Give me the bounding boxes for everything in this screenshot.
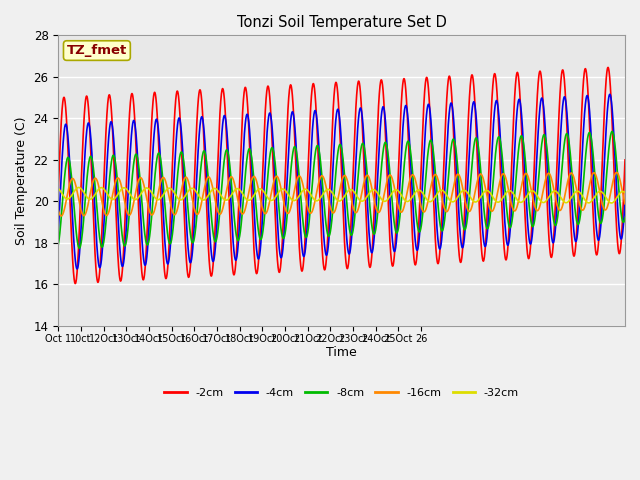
-4cm [520,159,528,165]
-16cm [58,213,65,219]
-4cm [394,212,402,217]
-32cm [607,200,615,206]
Title: Tonzi Soil Temperature Set D: Tonzi Soil Temperature Set D [237,15,447,30]
-2cm [423,75,431,81]
-32cm [157,194,165,200]
-2cm [72,281,79,287]
-4cm [54,229,62,235]
-2cm [394,171,402,177]
-4cm [157,173,165,179]
-4cm [606,91,614,97]
-4cm [477,205,485,211]
-2cm [477,243,485,249]
-8cm [621,215,629,221]
-32cm [477,193,485,199]
-16cm [157,177,165,183]
-16cm [54,207,62,213]
Y-axis label: Soil Temperature (C): Soil Temperature (C) [15,117,28,245]
Line: -4cm: -4cm [58,94,625,269]
-2cm [54,188,62,194]
-16cm [423,203,431,209]
-4cm [271,172,279,178]
Line: -32cm: -32cm [58,188,625,203]
-32cm [54,186,62,192]
-32cm [271,195,279,201]
-16cm [621,201,629,207]
-8cm [271,158,279,164]
Legend: -2cm, -4cm, -8cm, -16cm, -32cm: -2cm, -4cm, -8cm, -16cm, -32cm [160,384,524,403]
X-axis label: Time: Time [326,347,357,360]
-2cm [157,209,165,215]
-2cm [621,157,629,163]
-4cm [73,266,81,272]
Text: TZ_fmet: TZ_fmet [67,44,127,57]
-8cm [76,245,83,251]
-32cm [423,197,431,203]
-8cm [394,226,402,232]
-8cm [423,160,431,166]
-16cm [612,169,620,175]
-32cm [75,185,83,191]
-16cm [271,175,279,181]
-4cm [423,108,431,114]
Line: -2cm: -2cm [58,67,625,284]
-16cm [394,204,402,209]
-16cm [477,171,485,177]
-32cm [394,188,402,194]
-4cm [621,198,629,204]
-2cm [604,64,612,70]
-8cm [608,129,616,134]
-2cm [520,196,528,202]
-8cm [520,147,528,153]
-8cm [477,174,485,180]
Line: -16cm: -16cm [58,172,625,216]
-32cm [520,197,528,203]
-2cm [271,209,279,215]
-16cm [520,172,528,178]
-32cm [621,190,629,195]
-8cm [54,242,62,248]
Line: -8cm: -8cm [58,132,625,248]
-8cm [157,162,165,168]
